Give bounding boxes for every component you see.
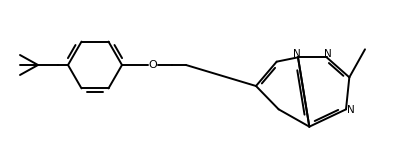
Text: O: O (149, 60, 157, 70)
Text: N: N (324, 49, 331, 59)
Text: N: N (293, 49, 301, 59)
Text: N: N (347, 105, 355, 115)
